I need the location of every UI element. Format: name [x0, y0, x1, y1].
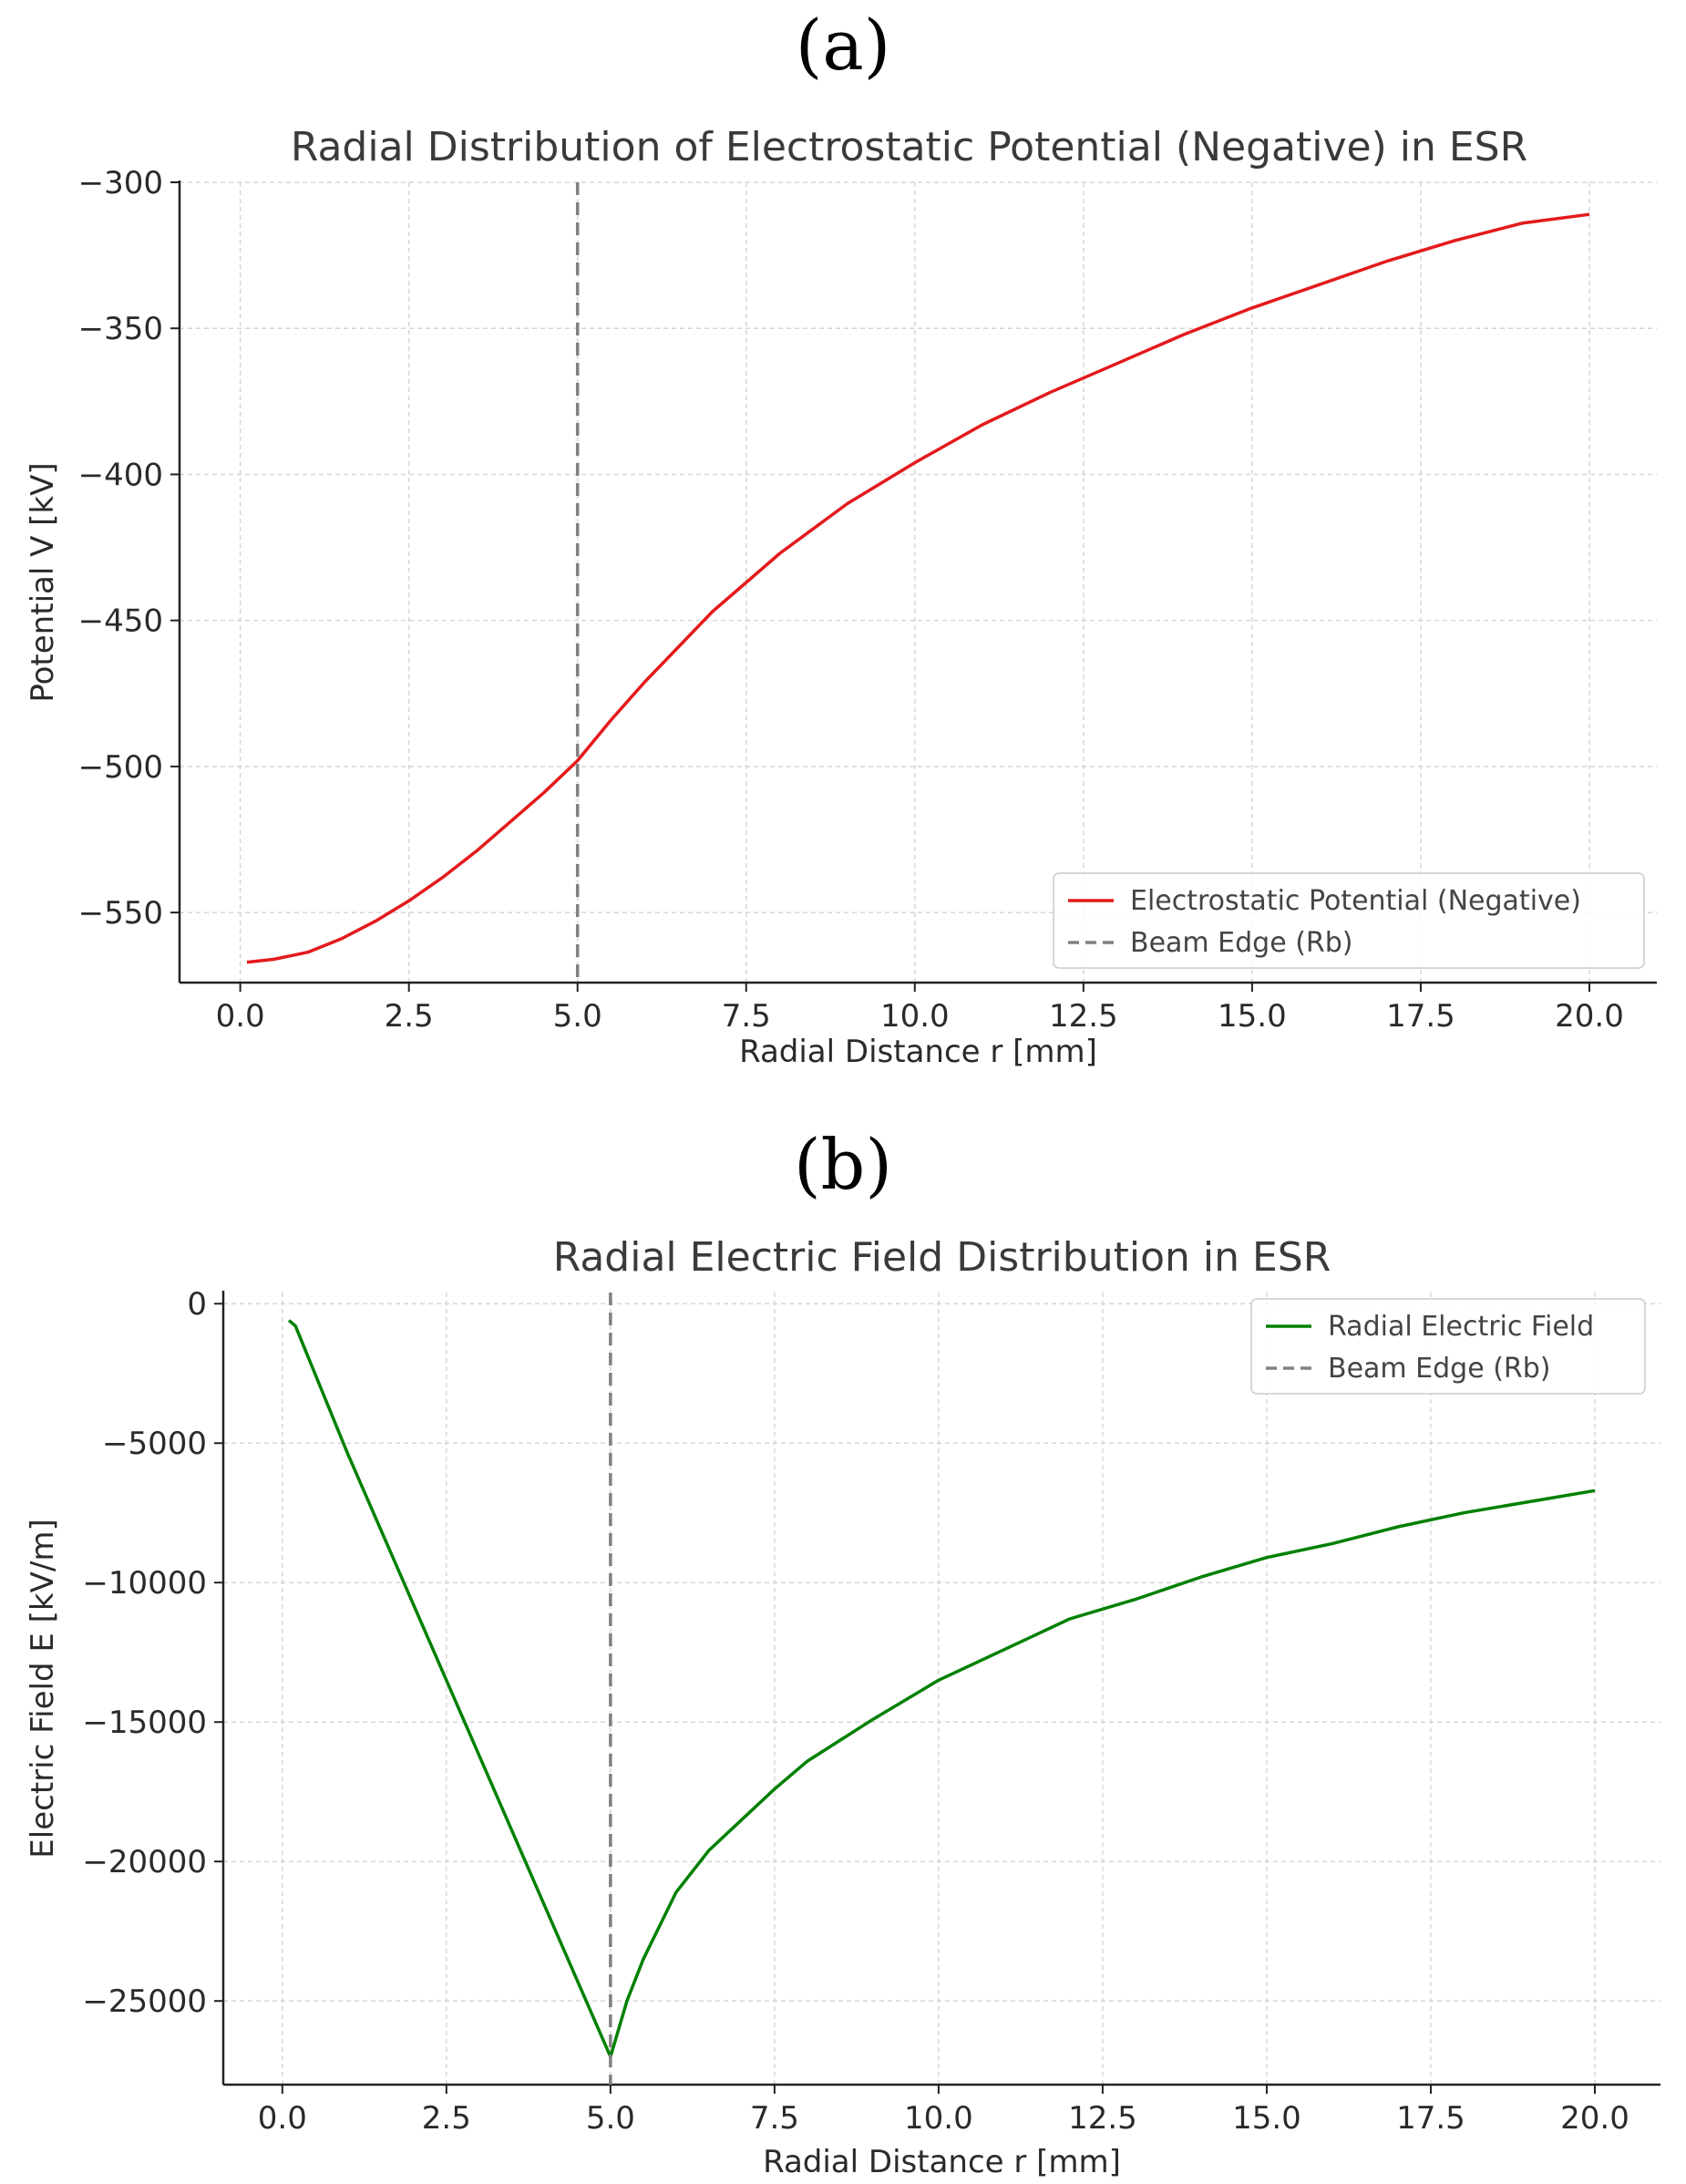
series-line	[246, 212, 1590, 964]
chart-a: 0.0 2.5 5.0 7.5 10.0 12.5 15.0 17.5 20.0 −300 −350…	[25, 124, 1657, 1070]
x-tick-label: 5.0	[586, 2100, 635, 2137]
x-tick-label: 0.0	[216, 998, 265, 1035]
x-tick-label: 2.5	[422, 2100, 471, 2137]
legend: Radial Electric Field Beam Edge (Rb)	[1250, 1298, 1646, 1395]
x-tick-label: 7.5	[750, 2100, 799, 2137]
y-tick-label: −550	[78, 895, 163, 932]
x-tick-label: 17.5	[1386, 998, 1455, 1035]
x-axis-label: Radial Distance r [mm]	[763, 2144, 1121, 2180]
y-axis-label: Electric Field E [kV/m]	[25, 1519, 61, 1858]
x-tick-label: 12.5	[1068, 2100, 1137, 2137]
x-axis-label: Radial Distance r [mm]	[739, 1034, 1097, 1070]
x-tick-label: 2.5	[385, 998, 434, 1035]
x-tick-label: 5.0	[553, 998, 602, 1035]
panel-a-label: (a)	[795, 5, 891, 86]
legend-entry-label: Beam Edge (Rb)	[1328, 1353, 1551, 1385]
legend: Electrostatic Potential (Negative) Beam E…	[1053, 872, 1645, 969]
x-tick-label: 10.0	[904, 2100, 973, 2137]
legend-box	[1053, 872, 1645, 969]
y-tick-label: −15000	[82, 1705, 207, 1741]
y-tick-label: 0	[187, 1286, 207, 1323]
x-tick-label: 10.0	[880, 998, 950, 1035]
y-tick-label: −20000	[82, 1844, 207, 1880]
legend-entry-label: Electrostatic Potential (Negative)	[1130, 885, 1581, 917]
chart-title: Radial Distribution of Electrostatic Pot…	[291, 124, 1527, 170]
x-tick-label: 20.0	[1555, 998, 1624, 1035]
x-tick-label: 12.5	[1049, 998, 1118, 1035]
x-tick-label: 17.5	[1396, 2100, 1465, 2137]
x-tick-label: 7.5	[722, 998, 771, 1035]
legend-entry-label: Radial Electric Field	[1328, 1311, 1594, 1343]
y-tick-label: −450	[78, 603, 163, 640]
y-tick-label: −10000	[82, 1565, 207, 1602]
panel-b-label: (b)	[794, 1124, 892, 1205]
y-tick-label: −500	[78, 749, 163, 786]
y-tick-label: −5000	[102, 1426, 207, 1462]
x-tick-label: 0.0	[258, 2100, 307, 2137]
y-tick-label: −25000	[82, 1983, 207, 2020]
y-tick-label: −400	[78, 457, 163, 493]
x-tick-label: 20.0	[1560, 2100, 1629, 2137]
y-axis-label: Potential V [kV]	[25, 462, 61, 702]
legend-entry-label: Beam Edge (Rb)	[1130, 927, 1353, 959]
y-tick-label: −300	[78, 165, 163, 201]
series-line	[287, 1319, 1596, 2059]
chart-title: Radial Electric Field Distribution in ES…	[553, 1234, 1331, 1281]
x-tick-label: 15.0	[1232, 2100, 1301, 2137]
chart-b: 0.0 2.5 5.0 7.5 10.0 12.5 15.0 17.5 20.0 0 −5000 −1…	[25, 1234, 1660, 2180]
legend-box	[1250, 1298, 1646, 1395]
y-tick-label: −350	[78, 311, 163, 347]
x-tick-label: 15.0	[1218, 998, 1287, 1035]
